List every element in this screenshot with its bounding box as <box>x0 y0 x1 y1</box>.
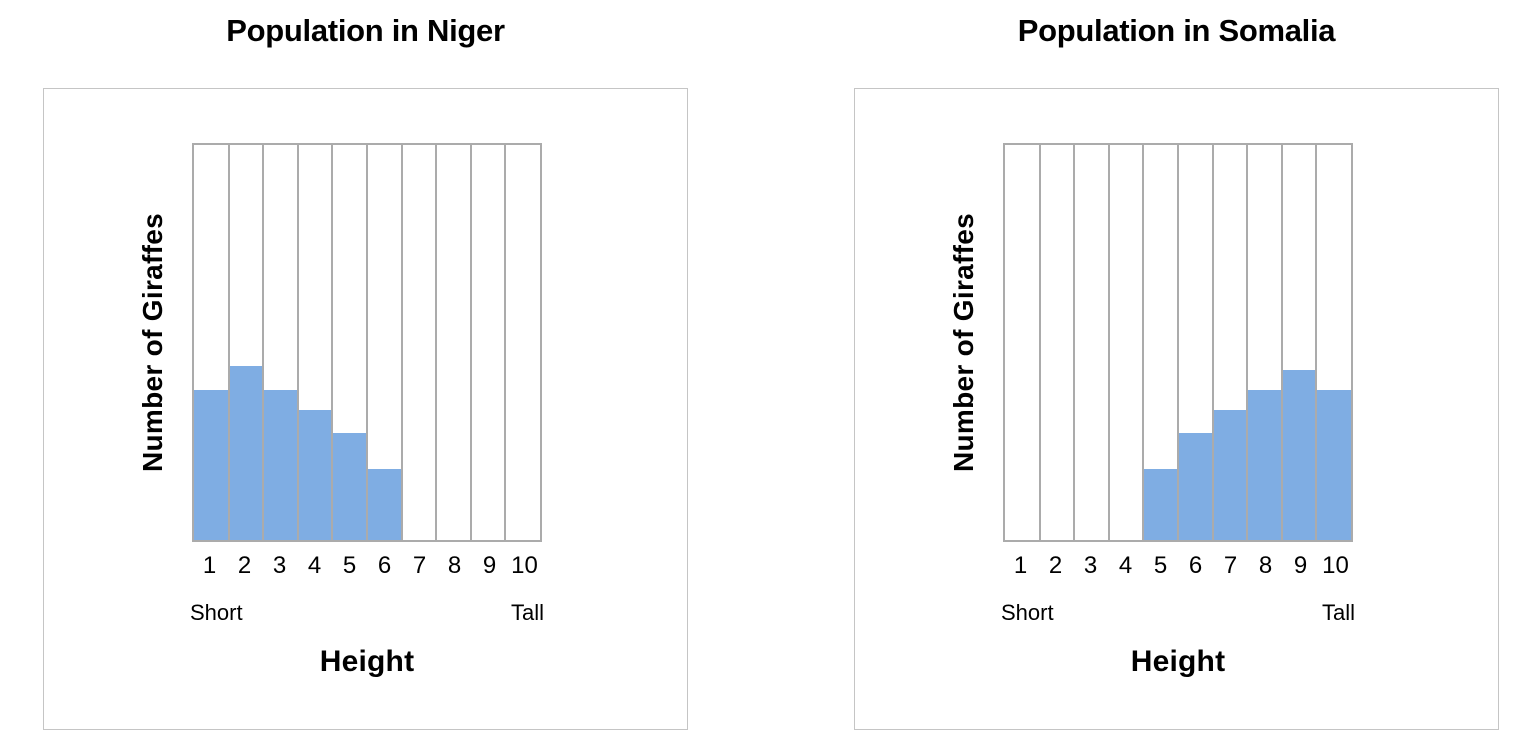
x-tick-label: 5 <box>342 552 357 579</box>
gridline <box>1107 145 1110 540</box>
gridline <box>435 145 438 540</box>
x-tick-label: 1 <box>1013 552 1028 579</box>
x-tick-label: 8 <box>1258 552 1273 579</box>
bar <box>228 366 264 540</box>
x-axis-title: Height <box>319 645 415 678</box>
gridline <box>1038 145 1041 540</box>
y-axis-label: Number of Giraffes <box>941 143 987 542</box>
gridline <box>400 145 403 540</box>
gridline <box>504 145 507 540</box>
gridline <box>1246 145 1249 540</box>
bar <box>194 389 229 540</box>
gridline <box>1142 145 1145 540</box>
gridline <box>296 145 299 540</box>
x-tick-label: 7 <box>1223 552 1238 579</box>
chart-title: Population in Somalia <box>1017 13 1336 48</box>
gridline <box>1073 145 1076 540</box>
x-tick-label: 6 <box>377 552 392 579</box>
bar <box>297 409 333 540</box>
bar <box>1143 468 1178 540</box>
y-axis-label: Number of Giraffes <box>130 143 176 542</box>
gridline <box>331 145 334 540</box>
x-tick-label: 4 <box>1118 552 1133 579</box>
bar <box>1316 389 1351 540</box>
bar <box>367 468 402 540</box>
x-endpoint-tall: Tall <box>510 600 544 625</box>
chart-title: Population in Niger <box>226 13 505 48</box>
x-endpoint-short: Short <box>190 600 243 625</box>
x-tick-label: 9 <box>482 552 497 579</box>
x-tick-label: 3 <box>1083 552 1098 579</box>
chart-panel: Number of Giraffes 1 2 3 4 5 6 7 8 9 10 Short Tal… <box>854 88 1499 730</box>
chart-figure-somalia: Population in Somalia Number of Giraffes… <box>854 0 1499 752</box>
x-tick-row: 1 2 3 4 5 6 7 8 9 10 <box>1003 552 1353 580</box>
gridline <box>227 145 230 540</box>
gridline <box>1177 145 1179 540</box>
x-tick-label: 2 <box>237 552 252 579</box>
x-tick-label: 7 <box>412 552 427 579</box>
x-endpoint-short: Short <box>1001 600 1054 625</box>
x-tick-label: 6 <box>1188 552 1203 579</box>
gridline <box>262 145 265 540</box>
x-tick-label: 9 <box>1293 552 1308 579</box>
gridline <box>469 145 472 540</box>
gridline <box>366 145 368 540</box>
x-endpoint-row: Short Tall <box>190 600 544 626</box>
x-tick-label: 10 <box>511 552 538 579</box>
y-axis-label-text: Number of Giraffes <box>137 213 168 472</box>
bar <box>1247 389 1282 540</box>
x-tick-label: 10 <box>1322 552 1349 579</box>
bar <box>1281 370 1317 540</box>
gridline <box>1211 145 1214 540</box>
x-axis-title: Height <box>1130 645 1226 678</box>
chart-figure-niger: Population in Niger Number of Giraffes 1… <box>43 0 688 752</box>
x-tick-label: 8 <box>447 552 462 579</box>
gridline <box>1280 145 1283 540</box>
x-endpoint-tall: Tall <box>1321 600 1355 625</box>
gridline <box>1315 145 1318 540</box>
x-endpoint-row: Short Tall <box>1001 600 1355 626</box>
x-tick-label: 2 <box>1048 552 1063 579</box>
x-tick-row: 1 2 3 4 5 6 7 8 9 10 <box>192 552 542 580</box>
x-tick-label: 5 <box>1153 552 1168 579</box>
bar <box>332 433 367 540</box>
plot-area <box>192 143 542 542</box>
bar <box>263 389 298 540</box>
chart-panel: Number of Giraffes 1 2 3 4 5 6 7 8 9 10 Short Tal… <box>43 88 688 730</box>
x-tick-label: 3 <box>272 552 287 579</box>
x-tick-label: 4 <box>307 552 322 579</box>
plot-area <box>1003 143 1353 542</box>
y-axis-label-text: Number of Giraffes <box>948 213 979 472</box>
bar <box>1178 433 1213 540</box>
x-tick-label: 1 <box>202 552 217 579</box>
bar <box>1212 409 1248 540</box>
